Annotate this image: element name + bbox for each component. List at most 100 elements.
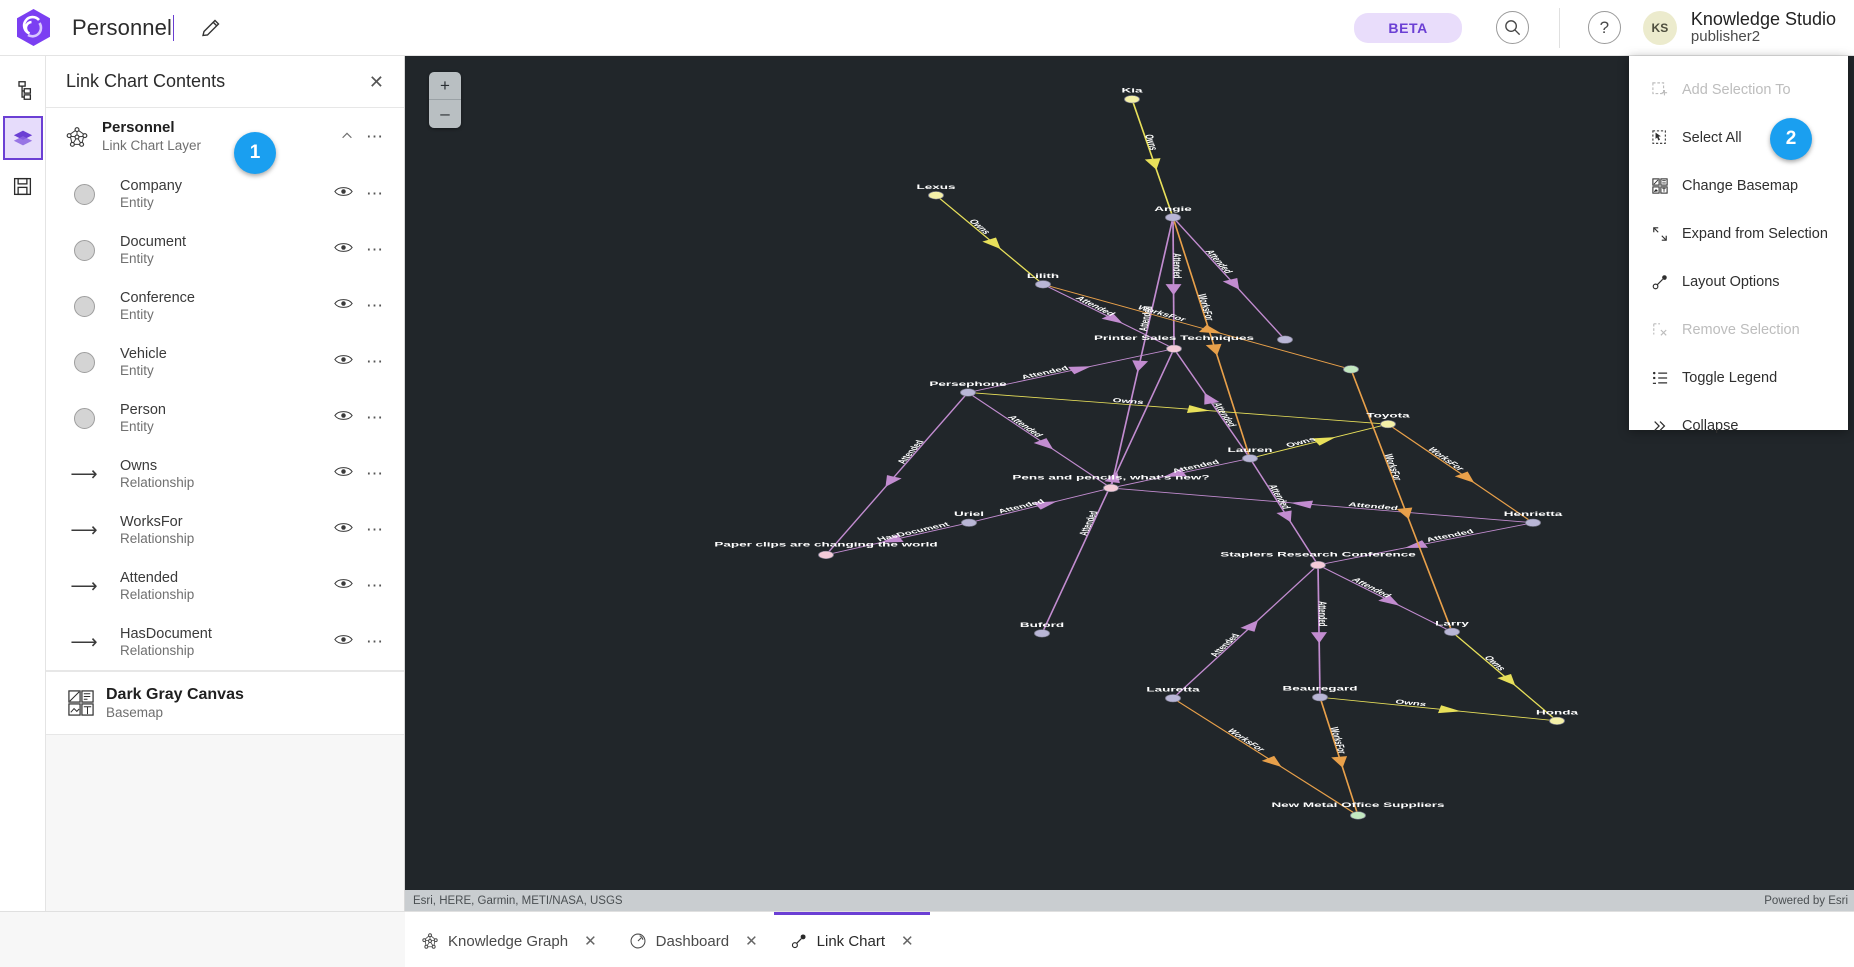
account-info[interactable]: Knowledge Studio publisher2: [1691, 9, 1836, 46]
layer-row-vehicle[interactable]: Vehicle Entity ⋯: [46, 334, 404, 390]
graph-edge[interactable]: [1172, 217, 1251, 459]
tab-link-chart[interactable]: Link Chart ✕: [773, 912, 930, 967]
visibility-eye-icon[interactable]: [326, 297, 360, 315]
save-icon[interactable]: [3, 164, 43, 208]
layer-row-document[interactable]: Document Entity ⋯: [46, 222, 404, 278]
context-menu-item-collapse[interactable]: Collapse: [1629, 402, 1848, 450]
zoom-out-button[interactable]: –: [440, 104, 450, 123]
layer-row-company[interactable]: Company Entity ⋯: [46, 166, 404, 222]
graph-node[interactable]: [1166, 344, 1182, 353]
graph-edge[interactable]: [967, 392, 1389, 425]
graph-edge[interactable]: [1387, 423, 1534, 523]
graph-edge[interactable]: [1172, 697, 1359, 816]
layers-icon[interactable]: [2, 116, 43, 160]
visibility-eye-icon[interactable]: [326, 577, 360, 595]
tab-close-icon[interactable]: ✕: [584, 933, 597, 950]
graph-edge[interactable]: [1110, 487, 1534, 524]
visibility-eye-icon[interactable]: [326, 409, 360, 427]
knowledge-studio-hex-logo[interactable]: [16, 9, 50, 47]
help-icon[interactable]: ?: [1587, 11, 1621, 44]
graph-edge[interactable]: [1249, 458, 1319, 566]
visibility-eye-icon[interactable]: [326, 353, 360, 371]
graph-node[interactable]: [1034, 629, 1050, 638]
close-icon[interactable]: ✕: [368, 71, 384, 92]
map-context-menu[interactable]: Add Selection To Select All Change Basemap…: [1629, 56, 1848, 434]
graph-edge[interactable]: [1131, 99, 1174, 218]
visibility-eye-icon[interactable]: [326, 521, 360, 539]
document-title[interactable]: Personnel: [72, 14, 174, 41]
search-icon[interactable]: [1495, 11, 1529, 44]
layer-more-options-icon[interactable]: ⋯: [366, 127, 384, 146]
graph-node[interactable]: [1277, 335, 1293, 344]
visibility-eye-icon[interactable]: [326, 241, 360, 259]
graph-node[interactable]: [1103, 484, 1119, 493]
context-menu-item-layout-options[interactable]: Layout Options: [1629, 258, 1848, 306]
graph-edge[interactable]: [967, 348, 1175, 393]
layer-row-worksfor[interactable]: ⟶ WorksFor Relationship ⋯: [46, 502, 404, 558]
graph-edge[interactable]: [1110, 217, 1174, 489]
graph-node[interactable]: [1312, 693, 1328, 702]
row-more-options-icon[interactable]: ⋯: [366, 464, 384, 483]
graph-edge[interactable]: [825, 392, 969, 556]
layer-row-attended[interactable]: ⟶ Attended Relationship ⋯: [46, 558, 404, 614]
graph-node[interactable]: [1380, 420, 1396, 429]
graph-edge[interactable]: [1172, 217, 1286, 340]
context-menu-item-toggle-legend[interactable]: Toggle Legend: [1629, 354, 1848, 402]
graph-node[interactable]: [1165, 694, 1181, 703]
zoom-in-button[interactable]: +: [429, 72, 461, 100]
graph-node[interactable]: [1444, 627, 1460, 636]
graph-node[interactable]: [960, 388, 976, 397]
tab-close-icon[interactable]: ✕: [745, 933, 758, 950]
row-more-options-icon[interactable]: ⋯: [366, 632, 384, 651]
graph-edge[interactable]: [1317, 564, 1321, 698]
chevron-up-icon[interactable]: [334, 129, 360, 146]
context-menu-item-select-all[interactable]: Select All: [1629, 114, 1848, 162]
visibility-eye-icon[interactable]: [326, 465, 360, 483]
layer-header-personnel[interactable]: Personnel Link Chart Layer ⋯: [46, 108, 404, 166]
basemap-row[interactable]: Dark Gray Canvas Basemap: [46, 672, 404, 734]
graph-node[interactable]: [1165, 213, 1181, 222]
row-more-options-icon[interactable]: ⋯: [366, 408, 384, 427]
visibility-eye-icon[interactable]: [326, 633, 360, 651]
row-more-options-icon[interactable]: ⋯: [366, 352, 384, 371]
graph-node[interactable]: [1242, 454, 1258, 463]
graph-edge[interactable]: [1172, 564, 1319, 699]
graph-edge[interactable]: [1042, 283, 1352, 370]
graph-edge[interactable]: [1319, 697, 1359, 816]
graph-node[interactable]: [1035, 280, 1051, 289]
link-chart-canvas[interactable]: Owns Owns Attended Attended Attended WorksFor…: [405, 56, 1854, 911]
graph-edge[interactable]: [1173, 348, 1251, 459]
context-menu-item-expand-from-selection[interactable]: Expand from Selection: [1629, 210, 1848, 258]
row-more-options-icon[interactable]: ⋯: [366, 576, 384, 595]
graph-node[interactable]: [1343, 365, 1359, 374]
layer-row-owns[interactable]: ⟶ Owns Relationship ⋯: [46, 446, 404, 502]
layer-row-conference[interactable]: Conference Entity ⋯: [46, 278, 404, 334]
row-more-options-icon[interactable]: ⋯: [366, 240, 384, 259]
context-menu-item-change-basemap[interactable]: Change Basemap: [1629, 162, 1848, 210]
row-more-options-icon[interactable]: ⋯: [366, 184, 384, 203]
avatar[interactable]: KS: [1642, 10, 1677, 45]
tab-knowledge-graph[interactable]: Knowledge Graph ✕: [405, 912, 613, 967]
graph-node[interactable]: [1525, 518, 1541, 527]
row-more-options-icon[interactable]: ⋯: [366, 520, 384, 539]
graph-node[interactable]: [1124, 95, 1140, 104]
graph-node[interactable]: [1310, 560, 1326, 569]
layer-row-hasdocument[interactable]: ⟶ HasDocument Relationship ⋯: [46, 614, 404, 670]
graph-edge[interactable]: [967, 392, 1112, 489]
graph-edge[interactable]: [1350, 369, 1453, 632]
tab-dashboard[interactable]: Dashboard ✕: [613, 912, 774, 967]
pencil-icon[interactable]: [200, 17, 222, 39]
tab-close-icon[interactable]: ✕: [901, 933, 914, 950]
visibility-eye-icon[interactable]: [326, 185, 360, 203]
graph-node[interactable]: [1549, 716, 1565, 725]
graph-edge[interactable]: [1317, 522, 1534, 566]
knowledge-graph-icon[interactable]: [3, 68, 43, 112]
graph-node[interactable]: [1350, 811, 1366, 820]
network-graph[interactable]: Owns Owns Attended Attended Attended WorksFor…: [405, 56, 1854, 911]
row-more-options-icon[interactable]: ⋯: [366, 296, 384, 315]
graph-node[interactable]: [928, 191, 944, 200]
graph-edge[interactable]: [1172, 217, 1175, 349]
beta-badge[interactable]: BETA: [1354, 12, 1462, 43]
layer-row-person[interactable]: Person Entity ⋯: [46, 390, 404, 446]
graph-node[interactable]: [818, 550, 834, 559]
